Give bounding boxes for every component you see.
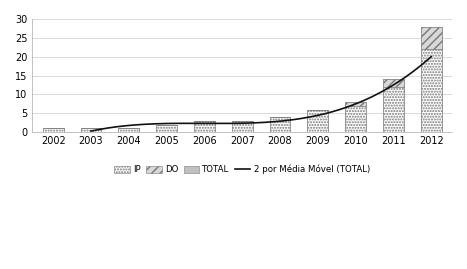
Bar bbox=[43, 128, 64, 132]
Bar bbox=[43, 128, 64, 132]
Legend: IP, DO, TOTAL, 2 por Média Móvel (TOTAL): IP, DO, TOTAL, 2 por Média Móvel (TOTAL) bbox=[111, 161, 374, 178]
Bar bbox=[232, 121, 253, 132]
Bar bbox=[383, 87, 404, 132]
Bar bbox=[232, 121, 253, 132]
Bar bbox=[345, 102, 366, 106]
Bar bbox=[345, 106, 366, 132]
Bar bbox=[269, 117, 290, 132]
Bar bbox=[421, 27, 442, 49]
Bar bbox=[383, 79, 404, 87]
Bar bbox=[383, 79, 404, 132]
Bar bbox=[194, 121, 215, 132]
Bar bbox=[307, 109, 328, 132]
Bar bbox=[421, 49, 442, 132]
Bar bbox=[269, 117, 290, 132]
Bar bbox=[421, 27, 442, 132]
Bar bbox=[156, 125, 177, 132]
Bar bbox=[118, 128, 139, 132]
Bar bbox=[345, 102, 366, 132]
Bar bbox=[118, 128, 139, 132]
Bar bbox=[81, 128, 101, 132]
Bar bbox=[156, 125, 177, 132]
Bar bbox=[81, 128, 101, 132]
Bar bbox=[194, 121, 215, 132]
Bar bbox=[307, 109, 328, 132]
